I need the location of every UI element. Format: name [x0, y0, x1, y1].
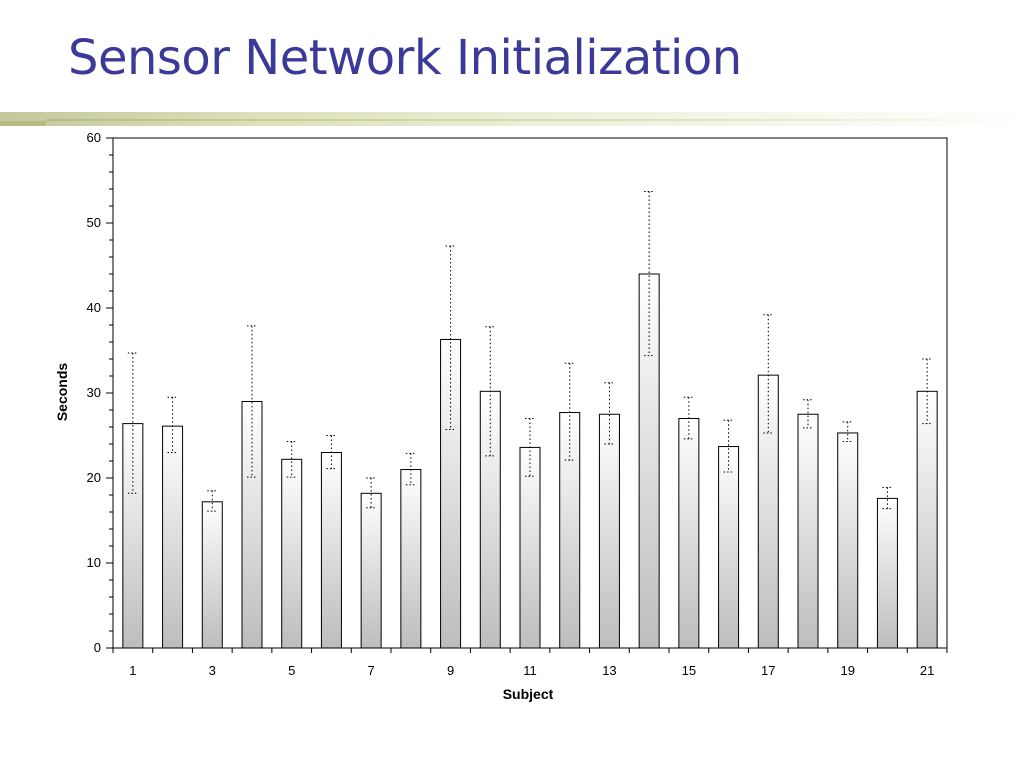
x-tick-label: 1: [129, 663, 136, 678]
y-tick-label: 10: [87, 555, 101, 570]
bar-subject-1: [122, 423, 144, 649]
bar-subject-20: [876, 497, 898, 649]
bars-group: [122, 273, 938, 649]
bar-subject-3: [201, 501, 223, 649]
y-axis-title: Seconds: [54, 363, 70, 422]
error-bar-subject-16: [723, 419, 734, 473]
bar-subject-13: [598, 413, 620, 649]
x-tick-label: 13: [602, 663, 616, 678]
bar-subject-11: [519, 446, 541, 649]
bar-subject-14: [638, 273, 660, 649]
x-tick-label: 7: [368, 663, 375, 678]
bar-subject-2: [162, 425, 184, 649]
error-bar-subject-4: [247, 325, 257, 478]
error-bar-subject-11: [525, 418, 535, 477]
x-tick-label: 3: [209, 663, 216, 678]
y-tick-label: 30: [87, 385, 101, 400]
error-bar-subject-10: [485, 326, 496, 457]
x-tick-label: 15: [682, 663, 696, 678]
x-tick-label: 5: [288, 663, 295, 678]
x-tick-label: 17: [761, 663, 775, 678]
bar-subject-19: [837, 432, 859, 649]
error-bars-group: [127, 191, 933, 512]
bar-subject-18: [797, 413, 819, 649]
error-bar-subject-2: [167, 396, 178, 453]
y-tick-label: 50: [87, 215, 101, 230]
x-tick-label: 9: [447, 663, 454, 678]
error-bar-subject-14: [644, 191, 655, 357]
x-tick-label: 19: [840, 663, 854, 678]
x-axis-title: Subject: [503, 686, 554, 702]
bar-subject-9: [440, 338, 462, 649]
error-bar-subject-21: [922, 358, 933, 425]
y-tick-label: 20: [87, 470, 101, 485]
bar-subject-5: [281, 458, 303, 649]
error-bar-subject-18: [803, 399, 813, 429]
title-rule-line: [46, 119, 1024, 121]
bar-subject-15: [678, 418, 700, 649]
y-tick-label: 0: [94, 640, 101, 655]
error-bar-subject-12: [564, 362, 575, 461]
x-tick-label: 21: [920, 663, 934, 678]
error-bar-subject-15: [683, 396, 694, 440]
error-bar-subject-19: [842, 421, 853, 442]
bar-subject-6: [320, 452, 342, 649]
error-bar-subject-6: [326, 435, 337, 470]
error-bar-subject-17: [763, 314, 774, 434]
y-tick-label: 60: [87, 130, 101, 145]
error-bar-subject-5: [286, 440, 297, 478]
slide-title: Sensor Network Initialization: [68, 30, 742, 86]
bar-subject-10: [479, 390, 501, 649]
y-tick-label: 40: [87, 300, 101, 315]
error-bar-subject-8: [405, 452, 416, 486]
bar-subject-21: [916, 390, 938, 649]
error-bar-subject-3: [207, 490, 218, 512]
y-axis: 0 10 20 30 40 50 60: [87, 130, 113, 655]
error-bar-subject-1: [127, 352, 138, 494]
error-bar-subject-7: [366, 477, 377, 509]
bar-subject-8: [400, 469, 422, 649]
title-rule-tab: [0, 121, 46, 126]
error-bar-subject-13: [604, 382, 615, 445]
error-bar-subject-20: [882, 486, 893, 510]
bar-subject-16: [718, 446, 740, 649]
bar-subject-4: [241, 401, 263, 649]
x-axis: 1 3 5 7 9 11 13 15 17 19 21: [112, 648, 948, 678]
error-bar-subject-9: [445, 245, 456, 431]
bar-subject-7: [360, 492, 382, 649]
x-tick-label: 11: [523, 663, 537, 678]
